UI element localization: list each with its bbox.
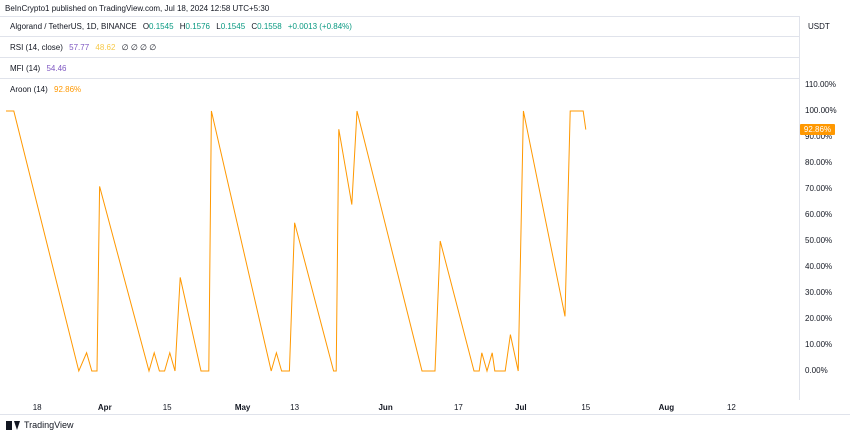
- y-tick-label: 100.00%: [805, 106, 837, 115]
- pane-divider-rsi: [0, 36, 800, 37]
- x-tick-label: 18: [32, 403, 42, 412]
- x-tick-label: Jun: [378, 403, 393, 412]
- currency-label[interactable]: USDT: [808, 22, 830, 31]
- pane-divider-aroon: [0, 78, 800, 79]
- high-value: 0.1576: [185, 22, 210, 31]
- tradingview-logo-icon: [6, 420, 20, 430]
- mfi-label: MFI (14): [10, 64, 41, 73]
- x-tick-label: Aug: [658, 403, 675, 412]
- y-tick-label: 50.00%: [805, 236, 833, 245]
- low-value: 0.1545: [220, 22, 246, 31]
- x-tick-label: Jul: [515, 403, 527, 412]
- change-value: +0.0013 (+0.84%): [287, 22, 352, 31]
- symbol-legend[interactable]: Algorand / TetherUS, 1D, BINANCE O0.1545…: [10, 22, 356, 31]
- y-tick-label: 60.00%: [805, 210, 833, 219]
- x-tick-label: 15: [162, 403, 172, 412]
- aroon-value: 92.86%: [54, 85, 82, 94]
- mfi-value: 54.46: [46, 64, 67, 73]
- aroon-chart[interactable]: [0, 0, 800, 400]
- open-label: O: [142, 22, 150, 31]
- tradingview-brand[interactable]: TradingView: [6, 420, 74, 430]
- aroon-label: Aroon (14): [10, 85, 48, 94]
- y-tick-label: 20.00%: [805, 314, 833, 323]
- pane-divider-mfi: [0, 57, 800, 58]
- x-tick-label: Apr: [97, 403, 112, 412]
- x-tick-label: 15: [581, 403, 591, 412]
- x-tick-label: May: [234, 403, 251, 412]
- y-tick-label: 70.00%: [805, 184, 833, 193]
- mfi-legend[interactable]: MFI (14) 54.46: [10, 64, 71, 73]
- high-label: H: [179, 22, 186, 31]
- rsi-label: RSI (14, close): [10, 43, 63, 52]
- rsi-na-values: ∅ ∅ ∅ ∅: [121, 43, 157, 52]
- pane-top-border: [0, 16, 800, 17]
- low-label: L: [216, 22, 221, 31]
- open-value: 0.1545: [149, 22, 174, 31]
- y-tick-label: 110.00%: [805, 80, 836, 89]
- symbol-title: Algorand / TetherUS, 1D, BINANCE: [10, 22, 137, 31]
- footer-rule: [0, 414, 850, 415]
- rsi-value: 57.77: [69, 43, 90, 52]
- y-tick-label: 90.00%: [805, 132, 833, 141]
- aroon-legend[interactable]: Aroon (14) 92.86%: [10, 85, 85, 94]
- rsi-ma-value: 48.62: [95, 43, 116, 52]
- y-tick-label: 80.00%: [805, 158, 833, 167]
- published-header: BeInCrypto1 published on TradingView.com…: [5, 4, 270, 13]
- y-tick-label: 40.00%: [805, 262, 833, 271]
- brand-label: TradingView: [24, 420, 74, 430]
- price-axis-border: [799, 16, 800, 400]
- rsi-legend[interactable]: RSI (14, close) 57.77 48.62 ∅ ∅ ∅ ∅: [10, 43, 160, 52]
- x-tick-label: 12: [726, 403, 736, 412]
- y-tick-label: 30.00%: [805, 288, 833, 297]
- x-tick-label: 13: [290, 403, 300, 412]
- x-tick-label: 17: [453, 403, 463, 412]
- aroon-series-line: [6, 110, 587, 373]
- y-tick-label: 10.00%: [805, 340, 833, 349]
- last-value-tag: 92.86%: [800, 124, 835, 135]
- close-label: C: [251, 22, 258, 31]
- close-value: 0.1558: [257, 22, 282, 31]
- y-tick-label: 0.00%: [805, 366, 828, 375]
